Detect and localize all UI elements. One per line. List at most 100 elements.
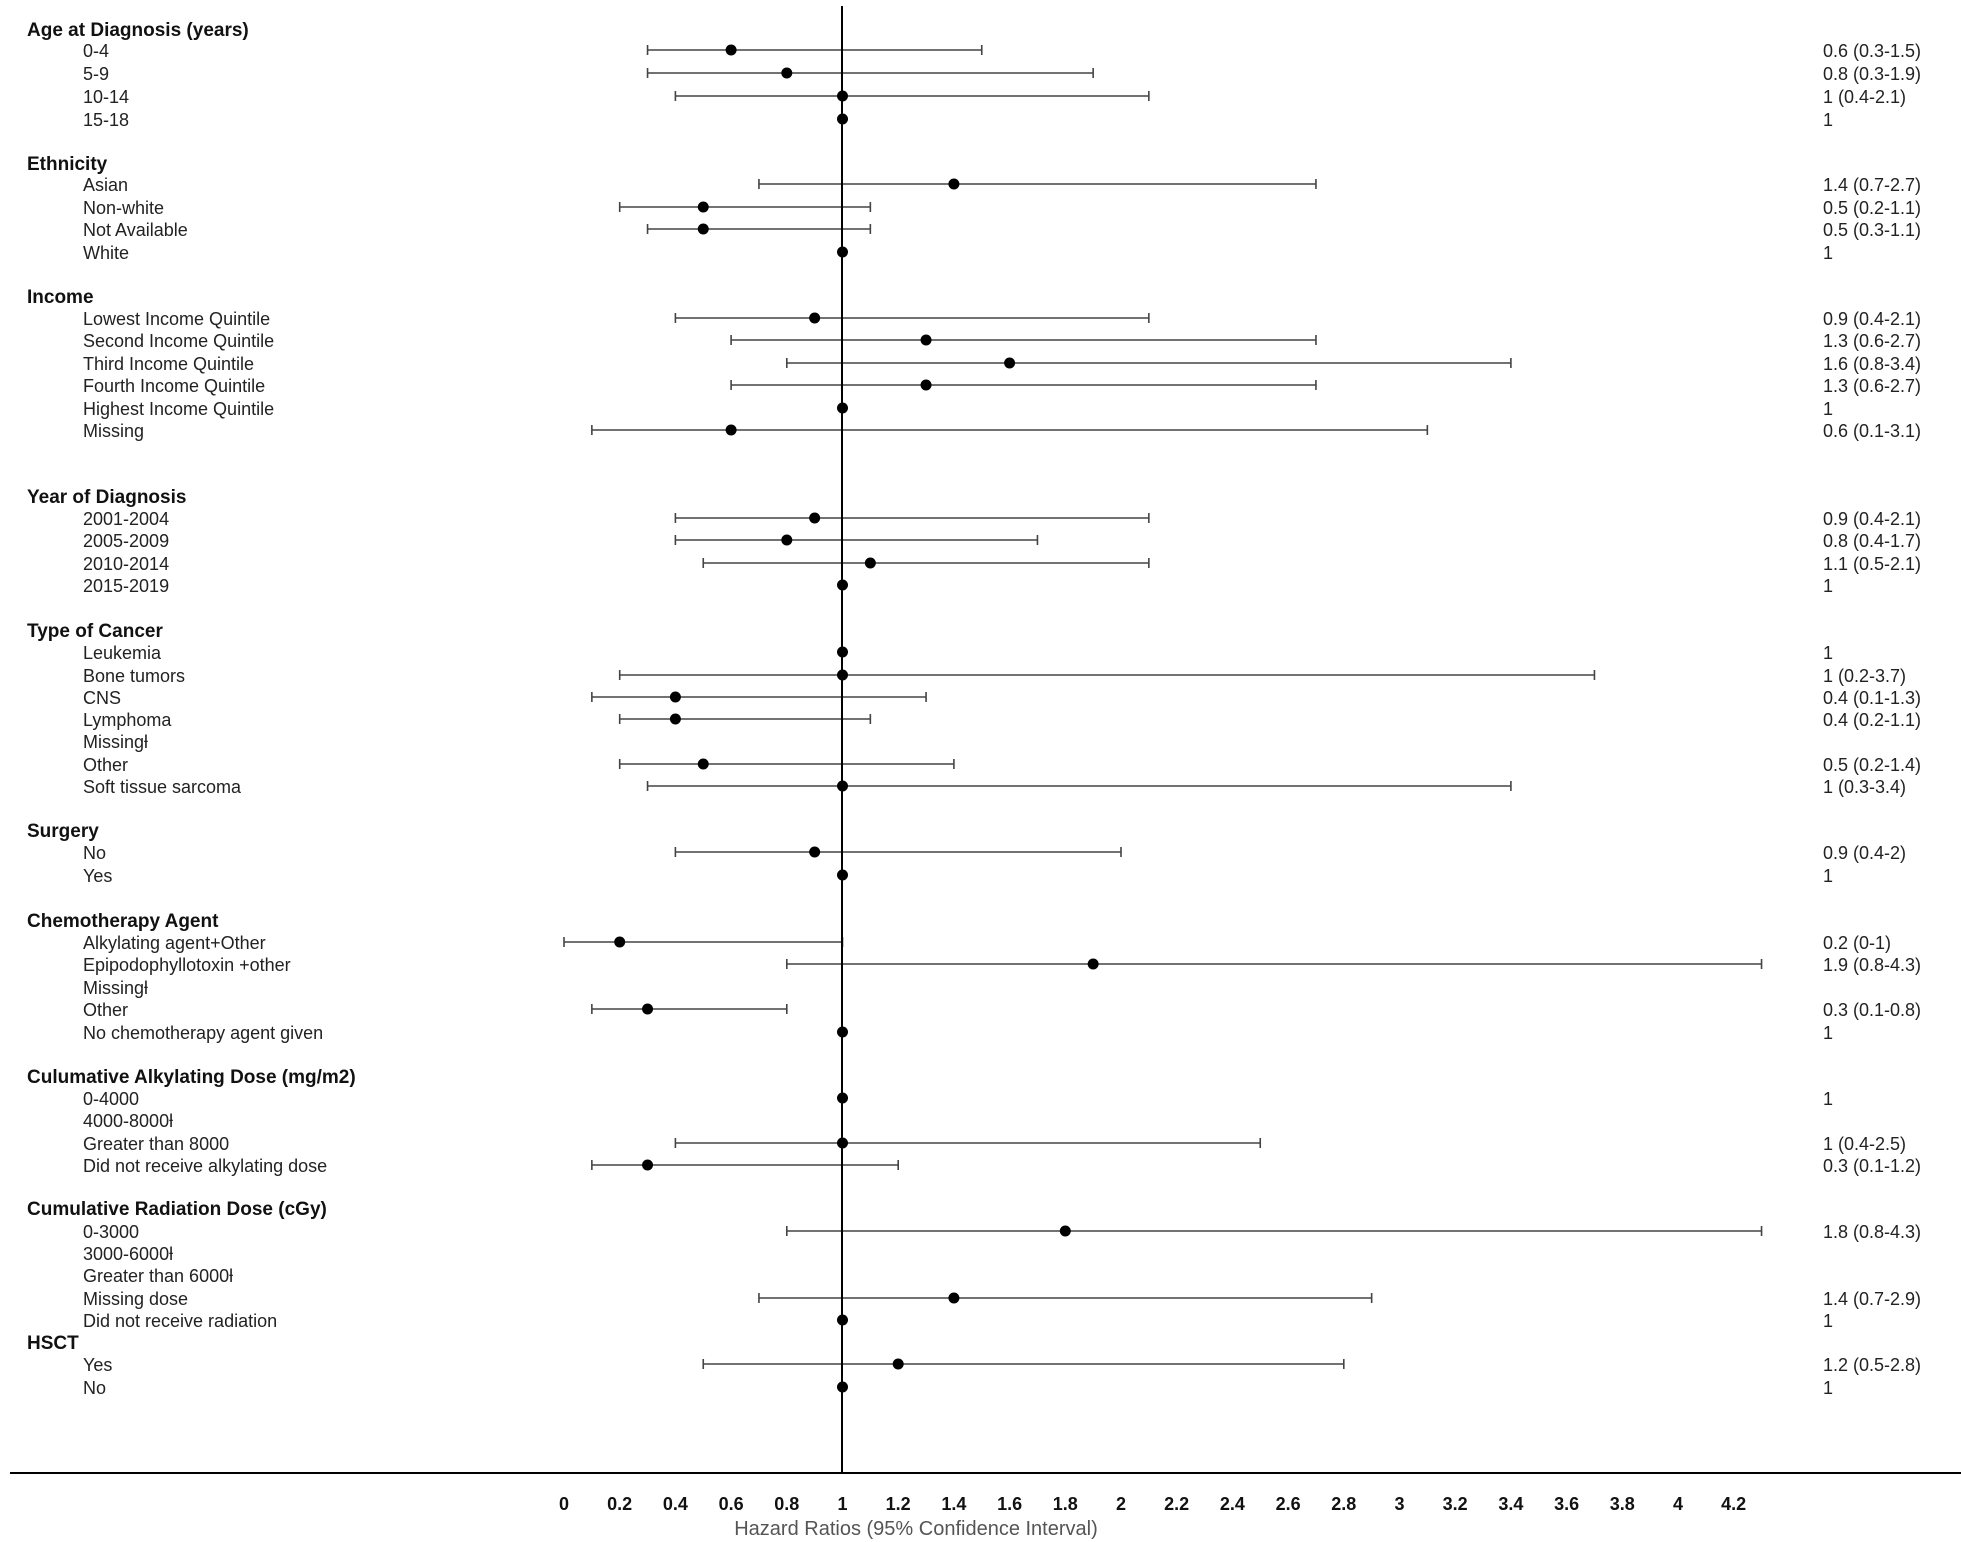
row-label: Other: [83, 1000, 128, 1020]
group-title: Ethnicity: [27, 154, 108, 175]
row-label: 2005-2009: [83, 531, 169, 551]
x-axis-label: Hazard Ratios (95% Confidence Interval): [734, 1518, 1098, 1540]
hr-ci-value: 1: [1823, 1378, 1833, 1398]
hr-ci-value: 1.3 (0.6-2.7): [1823, 376, 1921, 396]
hazard-ratio-points: [614, 44, 1099, 1393]
row-label: 3000-6000ƚ: [83, 1244, 173, 1264]
hr-ci-value: 0.9 (0.4-2.1): [1823, 309, 1921, 329]
hr-point: [781, 534, 793, 546]
hr-point: [809, 846, 821, 858]
hr-ci-value: 1: [1823, 643, 1833, 663]
hr-ci-value: 0.8 (0.3-1.9): [1823, 64, 1921, 84]
hr-ci-value: 1 (0.2-3.7): [1823, 666, 1906, 686]
x-tick-label: 1.6: [997, 1494, 1022, 1514]
row-label: Greater than 6000ƚ: [83, 1266, 233, 1286]
hr-ci-value: 0.3 (0.1-1.2): [1823, 1156, 1921, 1176]
hr-point: [669, 713, 681, 725]
x-tick-label: 2.6: [1276, 1494, 1301, 1514]
hr-point: [948, 178, 960, 190]
row-labels: Age at Diagnosis (years)0-4 0.6 (0.3-1.5)…: [27, 20, 1921, 1398]
hr-ci-value: 1: [1823, 1311, 1833, 1331]
row-label: 0-3000: [83, 1222, 139, 1242]
hr-ci-value: 1: [1823, 110, 1833, 130]
row-label: Bone tumors: [83, 666, 185, 686]
hr-point: [614, 936, 626, 948]
x-tick-label: 4.2: [1721, 1494, 1746, 1514]
hr-ci-value: 1: [1823, 243, 1833, 263]
hr-point: [697, 223, 709, 235]
x-tick-label: 0: [559, 1494, 569, 1514]
x-axis-ticks: 0 0.2 0.4 0.6 0.8 1 1.2 1.4 1.6 1.8 2 2.2 2.4 2.6 2.8 3…: [559, 1494, 1746, 1514]
hr-ci-value: 0.9 (0.4-2): [1823, 843, 1906, 863]
hr-point: [864, 557, 876, 569]
group-title: Type of Cancer: [27, 621, 163, 642]
group-title: Age at Diagnosis (years): [27, 20, 249, 41]
row-label: Yes: [83, 866, 112, 886]
row-label: No: [83, 1378, 106, 1398]
hr-point: [892, 1358, 904, 1370]
hr-ci-value: 0.5 (0.3-1.1): [1823, 220, 1921, 240]
row-label: Other: [83, 755, 128, 775]
hr-ci-value: 1.1 (0.5-2.1): [1823, 554, 1921, 574]
x-tick-label: 3.4: [1498, 1494, 1523, 1514]
x-tick-label: 2.2: [1164, 1494, 1189, 1514]
row-label: Second Income Quintile: [83, 331, 274, 351]
row-label: Fourth Income Quintile: [83, 376, 265, 396]
hr-ci-value: 0.4 (0.1-1.3): [1823, 688, 1921, 708]
row-label: Missingƚ: [83, 732, 148, 752]
hr-point: [1004, 357, 1016, 369]
hr-ci-value: 0.3 (0.1-0.8): [1823, 1000, 1921, 1020]
x-tick-label: 0.8: [774, 1494, 799, 1514]
row-label: 5-9: [83, 64, 109, 84]
hr-ci-value: 1: [1823, 399, 1833, 419]
hr-point: [697, 201, 709, 213]
hr-point: [669, 691, 681, 703]
hr-point: [781, 67, 793, 79]
row-label: Did not receive radiation: [83, 1311, 277, 1331]
row-label: Third Income Quintile: [83, 354, 254, 374]
row-label: No chemotherapy agent given: [83, 1023, 323, 1043]
x-tick-label: 3: [1394, 1494, 1404, 1514]
confidence-intervals: [563, 45, 1763, 1369]
x-tick-label: 1.4: [941, 1494, 966, 1514]
row-label: Epipodophyllotoxin +other: [83, 955, 291, 975]
row-label: No: [83, 843, 106, 863]
hr-point: [697, 758, 709, 770]
x-tick-label: 0.2: [607, 1494, 632, 1514]
hr-ci-value: 1 (0.3-3.4): [1823, 777, 1906, 797]
hr-point: [809, 312, 821, 324]
hr-ci-value: 1: [1823, 1089, 1833, 1109]
hr-ci-value: 1.4 (0.7-2.7): [1823, 175, 1921, 195]
hr-point: [642, 1159, 654, 1171]
hr-ci-value: 0.6 (0.3-1.5): [1823, 41, 1921, 61]
row-label: Highest Income Quintile: [83, 399, 274, 419]
hr-ci-value: 1.3 (0.6-2.7): [1823, 331, 1921, 351]
group-title: HSCT: [27, 1333, 79, 1354]
hr-ci-value: 0.9 (0.4-2.1): [1823, 509, 1921, 529]
hr-ci-value: 1 (0.4-2.5): [1823, 1134, 1906, 1154]
hr-ci-value: 0.5 (0.2-1.1): [1823, 198, 1921, 218]
row-label: Missingƚ: [83, 978, 148, 998]
row-label: Leukemia: [83, 643, 162, 663]
hr-point: [1059, 1225, 1071, 1237]
group-title: Surgery: [27, 821, 99, 842]
x-tick-label: 3.8: [1610, 1494, 1635, 1514]
x-tick-label: 3.6: [1554, 1494, 1579, 1514]
row-label: Soft tissue sarcoma: [83, 777, 242, 797]
hr-ci-value: 1: [1823, 576, 1833, 596]
row-label: Asian: [83, 175, 128, 195]
x-tick-label: 1: [837, 1494, 847, 1514]
hr-point: [948, 1292, 960, 1304]
row-label: 4000-8000ƚ: [83, 1111, 173, 1131]
row-label: 0-4000: [83, 1089, 139, 1109]
hr-point: [725, 424, 737, 436]
row-label: Missing dose: [83, 1289, 188, 1309]
hr-point: [920, 334, 932, 346]
x-tick-label: 2: [1116, 1494, 1126, 1514]
hr-ci-value: 1: [1823, 866, 1833, 886]
hr-ci-value: 1 (0.4-2.1): [1823, 87, 1906, 107]
hr-ci-value: 0.5 (0.2-1.4): [1823, 755, 1921, 775]
x-tick-label: 0.4: [663, 1494, 688, 1514]
row-label: Not Available: [83, 220, 188, 240]
